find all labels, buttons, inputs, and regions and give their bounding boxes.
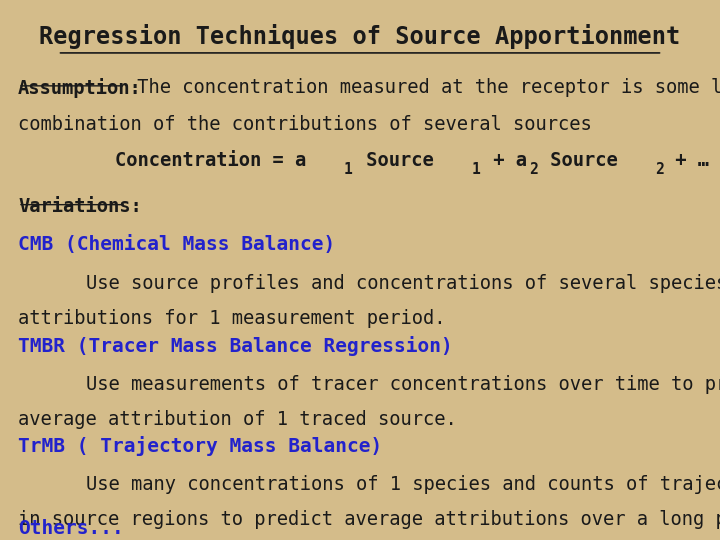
- Text: Assumption:: Assumption:: [18, 78, 142, 98]
- Text: combination of the contributions of several sources: combination of the contributions of seve…: [18, 115, 592, 134]
- Text: Source: Source: [539, 151, 617, 170]
- Text: TMBR (Tracer Mass Balance Regression): TMBR (Tracer Mass Balance Regression): [18, 336, 453, 356]
- Text: Variations:: Variations:: [18, 197, 142, 216]
- Text: 1: 1: [343, 162, 352, 177]
- Text: + a: + a: [482, 151, 528, 170]
- Text: in source regions to predict average attributions over a long period.: in source regions to predict average att…: [18, 510, 720, 529]
- Text: TrMB ( Trajectory Mass Balance): TrMB ( Trajectory Mass Balance): [18, 436, 382, 456]
- Text: Use source profiles and concentrations of several species to predict: Use source profiles and concentrations o…: [86, 274, 720, 293]
- Text: CMB (Chemical Mass Balance): CMB (Chemical Mass Balance): [18, 235, 336, 254]
- Text: average attribution of 1 traced source.: average attribution of 1 traced source.: [18, 410, 456, 429]
- Text: Concentration = a: Concentration = a: [115, 151, 307, 170]
- Text: 2: 2: [529, 162, 538, 177]
- Text: + …: + …: [664, 151, 708, 170]
- Text: Use measurements of tracer concentrations over time to predict an: Use measurements of tracer concentration…: [86, 375, 720, 394]
- Text: Use many concentrations of 1 species and counts of trajectory endpoints: Use many concentrations of 1 species and…: [86, 475, 720, 494]
- Text: The concentration measured at the receptor is some linear: The concentration measured at the recept…: [126, 78, 720, 97]
- Text: attributions for 1 measurement period.: attributions for 1 measurement period.: [18, 309, 446, 328]
- Text: Source: Source: [355, 151, 433, 170]
- Text: 1: 1: [472, 162, 480, 177]
- Text: 2: 2: [655, 162, 664, 177]
- Text: Others...: Others...: [18, 519, 124, 538]
- Text: Regression Techniques of Source Apportionment: Regression Techniques of Source Apportio…: [40, 24, 680, 49]
